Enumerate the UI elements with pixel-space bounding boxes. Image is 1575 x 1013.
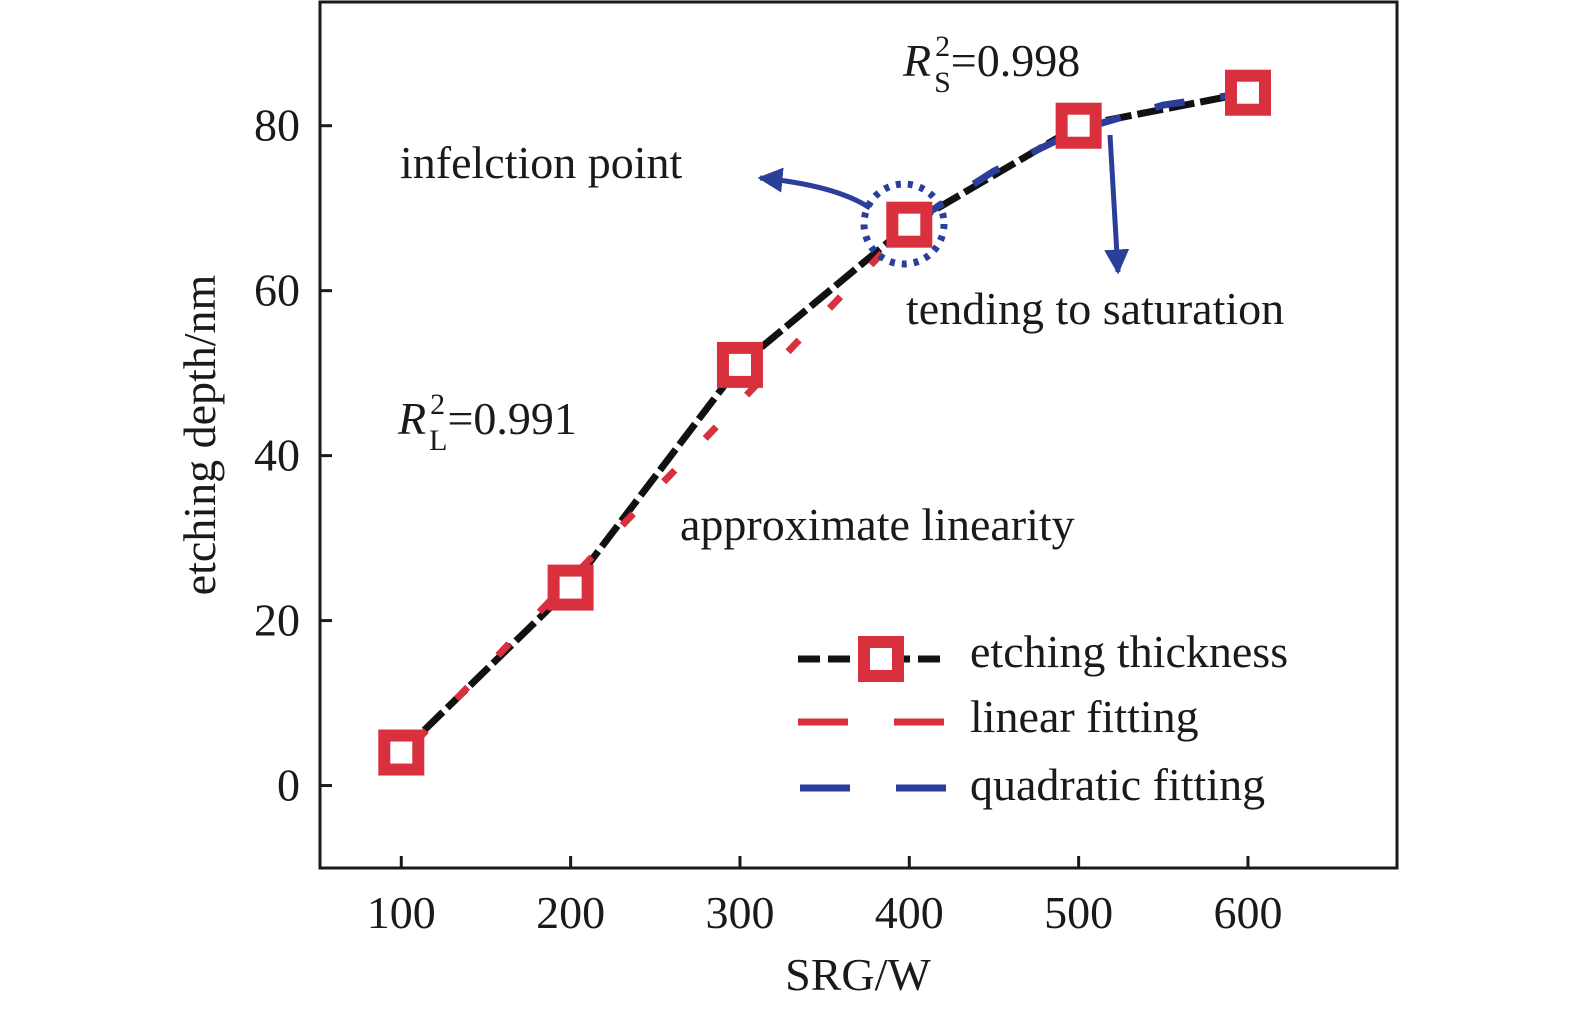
y-tick-label: 60 (254, 265, 300, 316)
data-point-marker (378, 729, 425, 776)
x-tick-label: 600 (1213, 887, 1282, 938)
x-tick-label: 100 (367, 887, 436, 938)
x-tick-label: 300 (705, 887, 774, 938)
legend-label-quadratic-fitting: quadratic fitting (970, 759, 1265, 810)
tending-to-saturation-label: tending to saturation (906, 283, 1284, 334)
legend-label-etching-thickness: etching thickness (970, 626, 1288, 677)
series-layer (378, 69, 1271, 776)
x-tick-label: 200 (536, 887, 605, 938)
r2-linear-label: R 2 L=0.991 (397, 388, 577, 457)
data-point-marker (886, 201, 933, 248)
legend-item-linear-fitting: linear fitting (798, 691, 1199, 742)
y-axis-label: etching depth/nm (174, 274, 225, 595)
inflection-point-label: infelction point (400, 137, 683, 188)
legend: etching thickness linear fitting quadrat… (798, 626, 1288, 810)
r2-saturation-label: R 2 S=0.998 (902, 30, 1080, 99)
x-tick-label: 500 (1044, 887, 1113, 938)
y-tick-label: 0 (277, 760, 300, 811)
legend-marker-square (858, 636, 904, 682)
plot-frame (318, 0, 1399, 870)
approximate-linearity-label: approximate linearity (680, 499, 1075, 550)
x-axis-label: SRG/W (785, 949, 931, 1000)
y-tick-label: 20 (254, 595, 300, 646)
data-point-marker (1224, 69, 1271, 116)
x-axis-ticks: 100 200 300 400 500 600 (367, 856, 1282, 938)
data-point-marker (547, 564, 594, 611)
inflection-circle (860, 180, 948, 268)
saturation-arrow (1104, 134, 1130, 275)
inflection-arrow (757, 167, 872, 211)
y-tick-label: 80 (254, 100, 300, 151)
data-point-marker (1055, 102, 1102, 149)
legend-item-quadratic-fitting: quadratic fitting (800, 759, 1265, 810)
x-tick-label: 400 (875, 887, 944, 938)
data-point-marker (716, 341, 763, 388)
legend-label-linear-fitting: linear fitting (970, 691, 1199, 742)
y-tick-label: 40 (254, 430, 300, 481)
legend-item-etching-thickness: etching thickness (798, 626, 1288, 682)
y-axis-ticks: 0 20 40 60 80 (254, 100, 332, 811)
